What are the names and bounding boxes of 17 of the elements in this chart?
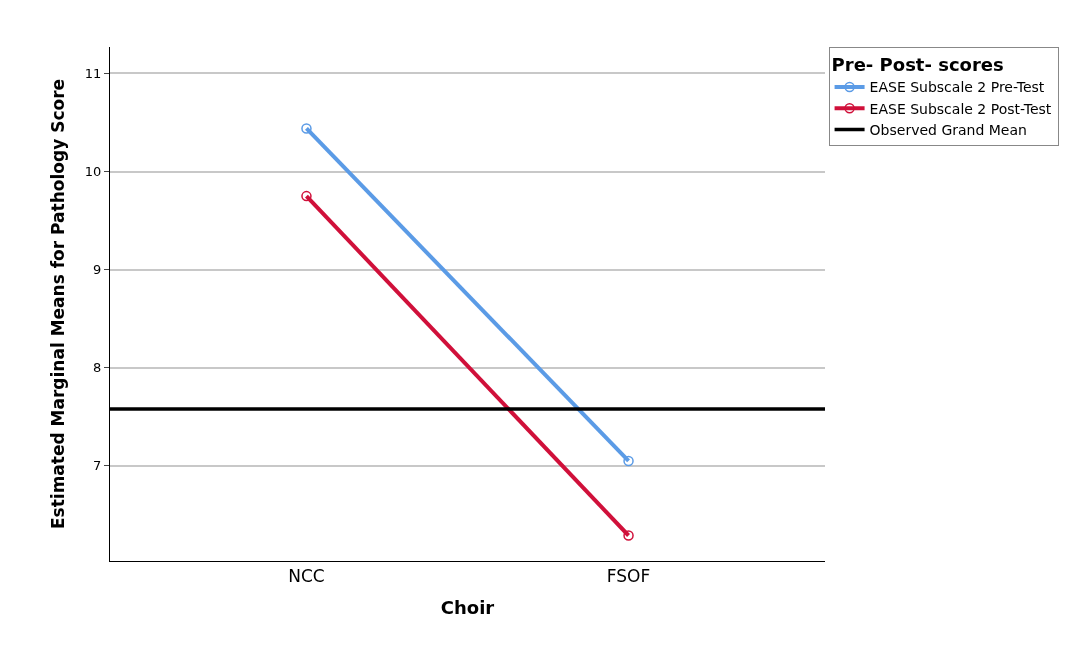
legend-title: Pre- Post- scores xyxy=(831,54,1004,76)
point xyxy=(623,530,634,541)
y-axis-title: Estimated Marginal Means for Pathology Score xyxy=(48,78,69,530)
y-tick-label: 11 xyxy=(84,66,102,82)
y-tick-label: 7 xyxy=(93,458,102,474)
y-tick-label: 9 xyxy=(93,262,102,278)
point xyxy=(301,123,312,134)
x-axis-title: Choir xyxy=(440,596,495,618)
x-tick-label: NCC xyxy=(288,566,325,587)
legend-label: Observed Grand Mean xyxy=(869,121,1027,138)
legend-label: EASE Subscale 2 Post-Test xyxy=(869,100,1052,117)
x-tick-label: FSOF xyxy=(606,566,651,587)
point xyxy=(623,455,634,467)
legend-label: EASE Subscale 2 Pre-Test xyxy=(869,79,1045,96)
y-tick-label: 8 xyxy=(93,360,102,376)
y-tick-label: 10 xyxy=(84,164,102,180)
point xyxy=(301,190,312,202)
